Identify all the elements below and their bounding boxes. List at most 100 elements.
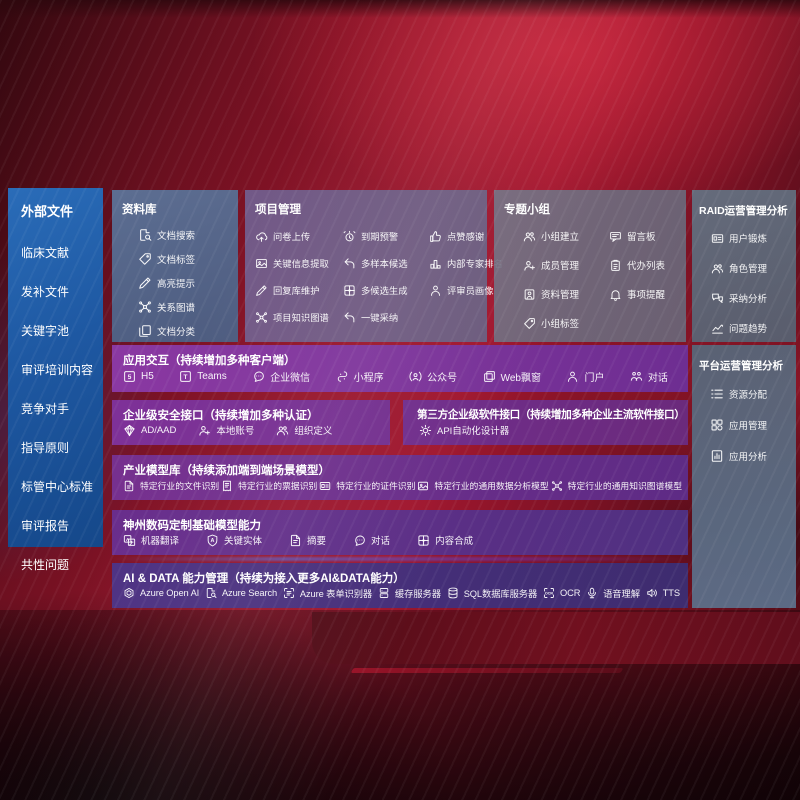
feature-item: 多样本候选: [343, 256, 429, 270]
feature-item: 企业微信: [252, 369, 310, 384]
project-management-title: 项目管理: [255, 204, 301, 216]
feature-item: 评审员画像: [429, 283, 503, 297]
official-icon: [409, 370, 422, 383]
feature-item: 小组建立: [523, 229, 609, 243]
doc-search-icon: [138, 228, 152, 242]
feature-label: 项目知识图谱: [273, 313, 329, 323]
feature-item: 角色管理: [711, 261, 796, 275]
feature-label: 小组标签: [541, 319, 580, 330]
feature-item: 高亮提示: [138, 276, 238, 290]
puzzle-icon: [343, 284, 356, 297]
feature-label: AD/AAD: [141, 424, 177, 436]
base-models-row: 神州数码定制基础模型能力 A 机器翻译 A 关键实体 摘要 对话 内容合成: [112, 510, 688, 555]
feature-item: 门户: [566, 369, 604, 384]
feature-label: 资源分配: [729, 390, 768, 401]
window-icon: [483, 370, 496, 383]
svg-text:5: 5: [128, 374, 132, 381]
feature-item: 回复库维护: [255, 283, 343, 297]
feature-label: 文档分类: [157, 327, 196, 338]
topic-groups-items: 小组建立 留言板 成员管理 代办列表 资料管理 事项提醒 小组标签: [523, 229, 686, 330]
copy-icon: [138, 324, 152, 338]
feature-label: 高亮提示: [157, 279, 196, 290]
feature-label: 内容合成: [435, 536, 474, 547]
tag-icon: [138, 252, 152, 266]
feature-item: Web飘窗: [483, 369, 541, 384]
feature-label: 文档搜索: [157, 231, 196, 242]
teams-icon: T: [179, 370, 192, 383]
svg-text:OCR: OCR: [545, 591, 554, 595]
feature-label: 小组建立: [541, 232, 580, 243]
feature-label: TTS: [662, 588, 680, 598]
feature-item: 内容合成: [417, 533, 473, 547]
feature-item: 特定行业的通用数据分析模型: [417, 479, 549, 492]
thirdparty-interface-title: 第三方企业级软件接口（持续增加多种企业主流软件接口）: [417, 409, 685, 421]
feature-label: 一键采纳: [361, 313, 399, 323]
feature-label: 关键实体: [224, 536, 263, 547]
feature-item: 应用分析: [710, 449, 796, 463]
feature-item: A 关键实体: [206, 533, 262, 547]
feature-label: 多候选生成: [361, 286, 408, 296]
feature-item: 关系图谱: [138, 300, 238, 314]
security-interface-items: AD/AAD 本地账号 组织定义: [123, 423, 380, 437]
feature-item: 摘要: [289, 533, 326, 547]
network-icon: [255, 311, 268, 324]
chat-dot-icon: [353, 534, 366, 547]
app-interaction-items: 5 H5 T Teams 企业微信 小程序 公众号 Web飘窗 门户 对话: [123, 369, 668, 384]
shield-a-icon: A: [206, 534, 219, 547]
sidebar-item: 审评报告: [21, 519, 70, 533]
base-models-title: 神州数码定制基础模型能力: [123, 520, 261, 532]
feature-label: 特定行业的证件识别: [336, 481, 416, 491]
server-icon: [378, 587, 390, 599]
people-icon: [276, 424, 289, 437]
feature-label: Azure 表单识别器: [299, 589, 373, 599]
feature-label: 缓存服务器: [394, 589, 441, 599]
external-files-title: 外部文件: [21, 204, 74, 219]
thumb-icon: [429, 230, 442, 243]
svg-text:A: A: [211, 538, 215, 544]
sidebar-item: 关键字池: [21, 324, 70, 338]
feature-item: 项目知识图谱: [255, 310, 343, 324]
chat-dot-icon: [252, 370, 265, 383]
feature-label: 小程序: [353, 373, 384, 384]
feature-item: Azure 表单识别器: [283, 586, 372, 600]
rank-icon: [429, 257, 442, 270]
feature-item: SQL数据库服务器: [447, 586, 537, 600]
sidebar-item: 临床文献: [21, 246, 70, 260]
feature-label: 特定行业的文件识别: [140, 481, 220, 491]
sidebar-item: 共性问题: [21, 558, 70, 572]
feature-label: 代办列表: [627, 261, 666, 272]
card-icon: [711, 232, 724, 245]
feature-item: 资料管理: [523, 287, 609, 301]
feature-item: 特定行业的通用知识图谱模型: [551, 479, 682, 492]
feature-item: 文档分类: [138, 324, 238, 338]
database-icon: [447, 587, 459, 599]
feature-item: 留言板: [609, 229, 686, 243]
feature-label: API自动化设计器: [437, 426, 510, 437]
feature-item: 特定行业的文件识别: [123, 479, 219, 492]
feature-label: Teams: [197, 371, 227, 382]
grid-icon: [710, 418, 724, 432]
library-items: 文档搜索 文档标签 高亮提示 关系图谱 文档分类: [138, 228, 238, 338]
feature-item: 文档搜索: [138, 228, 238, 242]
network-icon: [551, 480, 563, 492]
feature-item: 对话: [630, 369, 668, 384]
feature-item: 事项提醒: [609, 287, 686, 301]
feature-label: 问题趋势: [729, 324, 768, 335]
clipboard-icon: [609, 259, 622, 272]
feature-item: 应用管理: [710, 418, 796, 432]
people-icon: [711, 262, 724, 275]
image-icon: [255, 257, 268, 270]
raid-analysis-items: 用户锻炼 角色管理 采纳分析 问题趋势: [711, 231, 796, 335]
tag-icon: [523, 317, 536, 330]
feature-item: 特定行业的票据识别: [221, 479, 317, 492]
raid-analysis-title: RAID运营管理分析: [699, 205, 788, 217]
feature-item: OCR OCR: [543, 587, 580, 599]
sidebar-item: 标管中心标准: [21, 480, 94, 494]
library-title: 资料库: [122, 204, 157, 216]
feature-label: H5: [141, 371, 154, 382]
doc-search-icon: [205, 587, 217, 599]
trend-icon: [711, 322, 724, 335]
feature-item: A 机器翻译: [123, 533, 179, 547]
feature-label: 特定行业的通用知识图谱模型: [567, 481, 682, 491]
